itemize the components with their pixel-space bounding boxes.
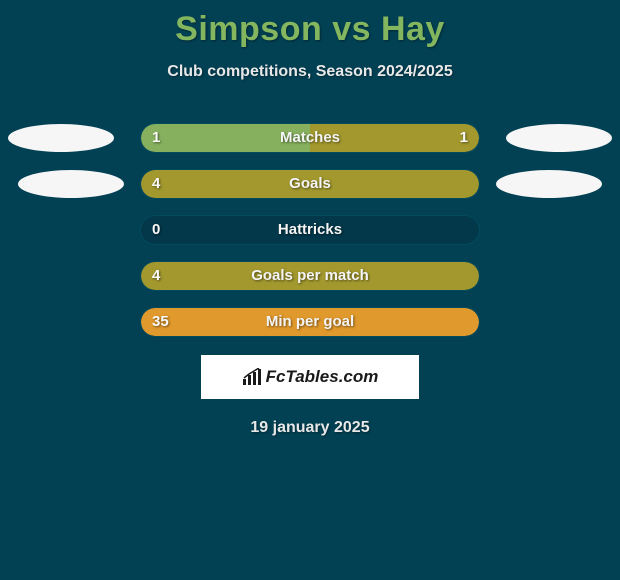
stat-row-gpm: 4 Goals per match (0, 261, 620, 291)
date-text: 19 january 2025 (0, 419, 620, 437)
stats-container: 1 1 Matches 4 Goals 0 Hattricks 4 Goals … (0, 123, 620, 337)
bar-left (141, 124, 310, 152)
value-right: 1 (460, 123, 468, 153)
stat-row-goals: 4 Goals (0, 169, 620, 199)
brand-logo: FcTables.com (242, 367, 379, 387)
bar-right (310, 124, 479, 152)
brand-box: FcTables.com (201, 355, 419, 399)
bar-track (140, 123, 480, 153)
bar-track (140, 169, 480, 199)
stat-row-hattricks: 0 Hattricks (0, 215, 620, 245)
ellipse-icon (18, 170, 124, 198)
chart-icon (242, 368, 262, 386)
stat-row-matches: 1 1 Matches (0, 123, 620, 153)
ellipse-icon (506, 124, 612, 152)
ellipse-icon (8, 124, 114, 152)
value-left: 0 (152, 215, 160, 245)
subtitle: Club competitions, Season 2024/2025 (0, 63, 620, 81)
bar-track (140, 307, 480, 337)
value-left: 4 (152, 261, 160, 291)
bar-track (140, 215, 480, 245)
page-title: Simpson vs Hay (0, 0, 620, 49)
bar-track (140, 261, 480, 291)
value-left: 1 (152, 123, 160, 153)
ellipse-icon (496, 170, 602, 198)
bar-left (141, 170, 479, 198)
brand-text: FcTables.com (266, 367, 379, 387)
value-left: 4 (152, 169, 160, 199)
stat-row-mpg: 35 Min per goal (0, 307, 620, 337)
value-left: 35 (152, 307, 169, 337)
bar-left (141, 308, 479, 336)
bar-left (141, 262, 479, 290)
